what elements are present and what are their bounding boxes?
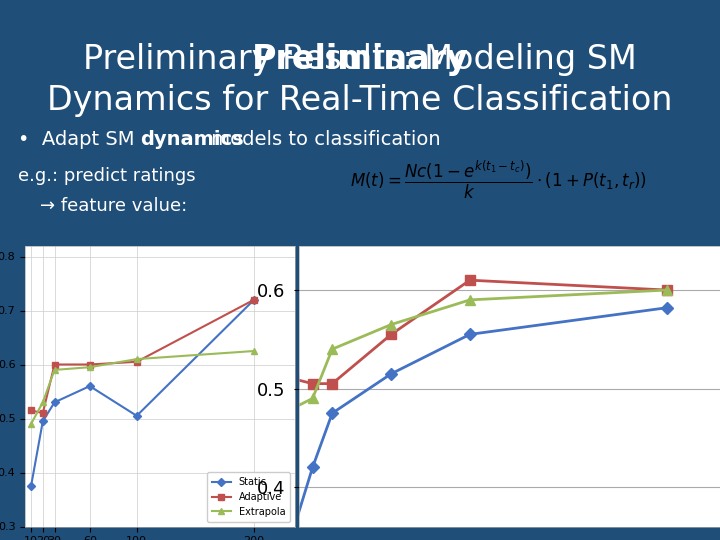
Line: Static: Static xyxy=(289,303,671,536)
Static xyxy=(132,413,141,419)
Extrapola xyxy=(387,321,395,328)
Static xyxy=(308,464,317,471)
Extrapola xyxy=(250,348,258,354)
Adaptive xyxy=(466,277,474,284)
Extrapola xyxy=(86,364,94,370)
Static xyxy=(38,418,47,424)
Line: Static: Static xyxy=(28,297,257,489)
Static xyxy=(328,410,336,416)
Adaptive xyxy=(289,375,297,382)
Adaptive xyxy=(132,359,141,365)
Static xyxy=(250,296,258,303)
Line: Adaptive: Adaptive xyxy=(288,275,672,388)
Line: Extrapola: Extrapola xyxy=(27,348,258,427)
Text: → feature value:: → feature value: xyxy=(40,197,187,215)
Text: Preliminary Results: Modeling SM: Preliminary Results: Modeling SM xyxy=(83,43,637,76)
Text: •  Adapt SM: • Adapt SM xyxy=(18,130,140,148)
Text: Dynamics for Real-Time Classification: Dynamics for Real-Time Classification xyxy=(48,84,672,117)
Adaptive xyxy=(387,331,395,338)
Static xyxy=(289,528,297,535)
Extrapola xyxy=(289,405,297,411)
Extrapola xyxy=(38,399,47,406)
Text: models to classification: models to classification xyxy=(205,130,441,148)
Extrapola xyxy=(466,296,474,303)
Adaptive xyxy=(662,287,671,293)
Adaptive xyxy=(50,361,59,368)
Static xyxy=(466,331,474,338)
Adaptive xyxy=(86,361,94,368)
Line: Adaptive: Adaptive xyxy=(27,296,258,416)
Text: Preliminary: Preliminary xyxy=(251,43,469,76)
Text: e.g.: predict ratings: e.g.: predict ratings xyxy=(18,167,196,185)
Adaptive xyxy=(27,407,35,414)
Static xyxy=(27,483,35,489)
Adaptive xyxy=(308,380,317,387)
Extrapola xyxy=(308,395,317,402)
Extrapola xyxy=(328,346,336,353)
Adaptive xyxy=(38,410,47,416)
Text: dynamics: dynamics xyxy=(140,130,244,148)
Static xyxy=(50,399,59,406)
Line: Extrapola: Extrapola xyxy=(288,285,672,413)
Legend: Static, Adaptive, Extrapola: Static, Adaptive, Extrapola xyxy=(207,472,290,522)
Extrapola xyxy=(662,287,671,293)
Static xyxy=(387,370,395,377)
Static xyxy=(86,383,94,389)
Text: $M(t) = \dfrac{Nc(1-e^{k(t_1-t_c)})}{k} \cdot (1+P(t_1,t_r))$: $M(t) = \dfrac{Nc(1-e^{k(t_1-t_c)})}{k} … xyxy=(350,158,647,201)
Extrapola xyxy=(50,367,59,373)
Adaptive xyxy=(250,296,258,303)
Text: cl: cl xyxy=(271,515,281,525)
Adaptive xyxy=(328,380,336,387)
Static xyxy=(662,305,671,311)
Extrapola xyxy=(27,421,35,427)
Extrapola xyxy=(132,356,141,362)
